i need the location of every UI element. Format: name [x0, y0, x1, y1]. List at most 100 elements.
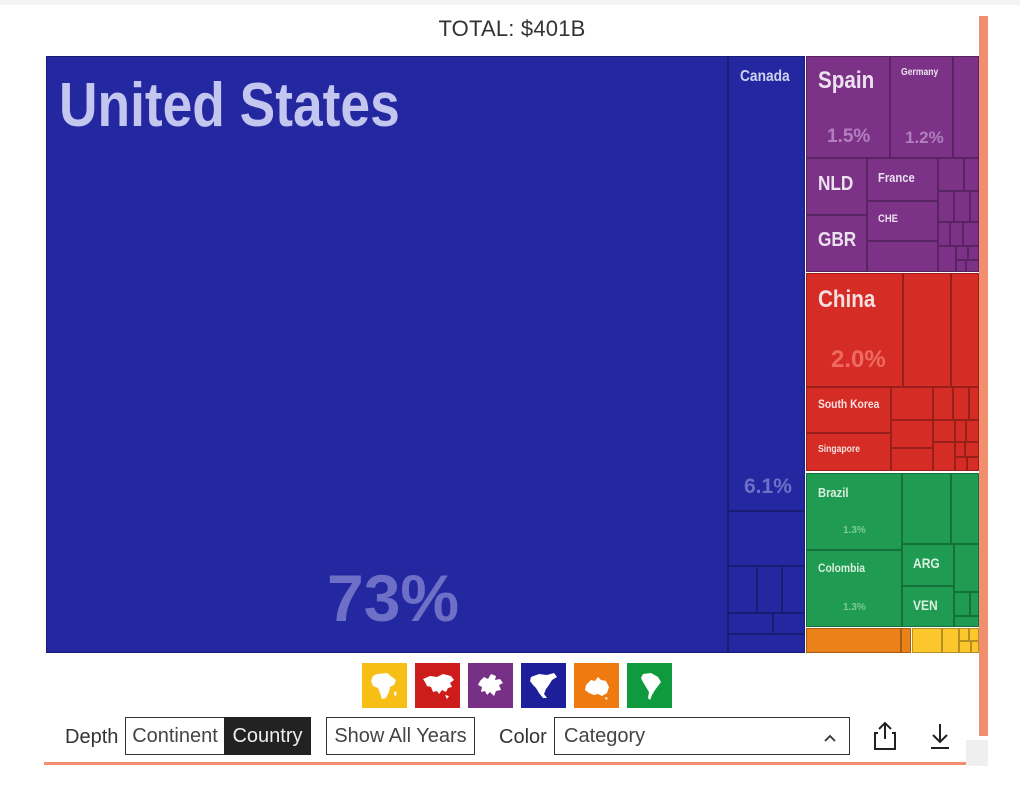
tile-label: France: [878, 170, 915, 185]
tile-minor-africa[interactable]: [959, 641, 971, 653]
bottom-accent-line: [44, 762, 966, 765]
tile-minor-asia[interactable]: [955, 457, 967, 471]
tile-germany[interactable]: Germany 1.2%: [890, 56, 953, 158]
tile-minor-europe[interactable]: [956, 260, 966, 272]
tile-minor-asia[interactable]: [891, 448, 933, 471]
total-title: TOTAL: $401B: [438, 16, 586, 41]
tile-minor-south-america[interactable]: [954, 544, 979, 592]
tile-south-korea[interactable]: South Korea: [806, 387, 891, 433]
share-icon[interactable]: [870, 720, 900, 752]
tile-minor-asia[interactable]: [891, 387, 933, 420]
tile-value: 1.3%: [843, 525, 866, 536]
tile-minor-oceania[interactable]: [901, 628, 911, 653]
tile-minor-europe[interactable]: [970, 191, 979, 222]
tile-minor-north-america[interactable]: [782, 566, 805, 613]
tile-minor-asia[interactable]: [966, 420, 979, 442]
tile-minor-europe[interactable]: [938, 191, 954, 222]
tile-singapore[interactable]: Singapore: [806, 433, 891, 471]
show-all-years-button[interactable]: Show All Years: [326, 717, 475, 755]
tile-minor-europe[interactable]: [938, 246, 956, 272]
tile-minor-africa[interactable]: [912, 628, 942, 653]
tile-minor-north-america[interactable]: [757, 566, 782, 613]
tile-minor-asia[interactable]: [965, 442, 979, 457]
tile-label: Brazil: [818, 485, 849, 500]
tile-che[interactable]: CHE: [867, 201, 938, 241]
europe-icon[interactable]: [468, 663, 513, 708]
depth-country-button[interactable]: Country: [224, 717, 311, 755]
tile-label: ARG: [913, 555, 940, 571]
tile-minor-africa[interactable]: [959, 628, 969, 641]
tile-minor-asia[interactable]: [955, 442, 965, 457]
tile-china[interactable]: China 2.0%: [806, 273, 903, 387]
tile-minor-asia[interactable]: [933, 387, 953, 420]
tile-minor-asia[interactable]: [891, 420, 933, 448]
tile-label: GBR: [818, 229, 857, 251]
tile-minor-north-america[interactable]: [773, 613, 805, 634]
depth-continent-button[interactable]: Continent: [125, 717, 225, 755]
tile-minor-europe[interactable]: [938, 222, 950, 246]
tile-minor-asia[interactable]: [969, 387, 979, 420]
tile-minor-north-america[interactable]: [728, 566, 757, 613]
tile-colombia[interactable]: Colombia 1.3%: [806, 550, 902, 627]
color-select[interactable]: Category: [554, 717, 850, 755]
tile-minor-asia[interactable]: [951, 273, 979, 387]
north-america-icon[interactable]: [521, 663, 566, 708]
tile-minor-europe[interactable]: [938, 158, 964, 191]
controls-bar: Depth Continent Country Show All Years C…: [0, 716, 1020, 758]
tile-minor-africa[interactable]: [942, 628, 959, 653]
tile-label: NLD: [818, 173, 854, 195]
tile-minor-north-america[interactable]: [728, 634, 805, 653]
tile-minor-north-america[interactable]: [728, 511, 805, 566]
tile-minor-europe[interactable]: [953, 56, 979, 158]
tile-minor-asia[interactable]: [933, 420, 955, 442]
tile-minor-south-america[interactable]: [902, 473, 951, 544]
treemap[interactable]: United States 73% Canada 6.1% Spain 1.5% Germa…: [46, 56, 979, 653]
tile-minor-asia[interactable]: [955, 420, 966, 442]
tile-minor-south-america[interactable]: [951, 473, 979, 544]
top-strip: [0, 0, 1020, 5]
tile-minor-europe[interactable]: [968, 246, 979, 260]
tile-minor-africa[interactable]: [969, 628, 979, 641]
scroll-accent-bar: [979, 16, 988, 736]
tile-minor-asia[interactable]: [967, 457, 979, 471]
tile-minor-asia[interactable]: [933, 442, 955, 471]
tile-minor-europe[interactable]: [950, 222, 963, 246]
tile-minor-south-america[interactable]: [954, 592, 970, 616]
tile-label: Singapore: [818, 444, 861, 455]
tile-minor-north-america[interactable]: [728, 613, 773, 634]
tile-minor-asia[interactable]: [953, 387, 969, 420]
tile-value: 1.5%: [827, 126, 871, 147]
oceania-icon[interactable]: [574, 663, 619, 708]
tile-minor-europe[interactable]: [963, 222, 979, 246]
download-icon[interactable]: [925, 720, 955, 752]
tile-minor-oceania[interactable]: [806, 628, 901, 653]
tile-united-states[interactable]: United States 73%: [46, 56, 728, 653]
tile-label: Canada: [740, 68, 790, 85]
tile-spain[interactable]: Spain 1.5%: [806, 56, 890, 158]
tile-label: Colombia: [818, 561, 866, 575]
tile-ven[interactable]: VEN: [902, 586, 954, 627]
tile-label: VEN: [913, 597, 938, 613]
scroll-corner: [966, 740, 988, 766]
tile-minor-south-america[interactable]: [970, 592, 979, 616]
color-label: Color: [499, 726, 547, 748]
tile-minor-europe[interactable]: [964, 158, 979, 191]
tile-nld[interactable]: NLD: [806, 158, 867, 215]
tile-minor-south-america[interactable]: [954, 616, 979, 627]
asia-icon[interactable]: [415, 663, 460, 708]
tile-label: China: [818, 286, 876, 313]
tile-minor-europe[interactable]: [966, 260, 979, 272]
tile-brazil[interactable]: Brazil 1.3%: [806, 473, 902, 550]
tile-canada[interactable]: Canada 6.1%: [728, 56, 805, 511]
tile-arg[interactable]: ARG: [902, 544, 954, 586]
tile-minor-europe[interactable]: [867, 241, 938, 272]
tile-minor-asia[interactable]: [903, 273, 951, 387]
africa-icon[interactable]: [362, 663, 407, 708]
tile-gbr[interactable]: GBR: [806, 215, 867, 272]
tile-minor-europe[interactable]: [956, 246, 968, 260]
tile-minor-europe[interactable]: [954, 191, 970, 222]
south-america-icon[interactable]: [627, 663, 672, 708]
tile-minor-africa[interactable]: [971, 641, 979, 653]
tile-value: 2.0%: [831, 346, 886, 373]
tile-france[interactable]: France: [867, 158, 938, 201]
